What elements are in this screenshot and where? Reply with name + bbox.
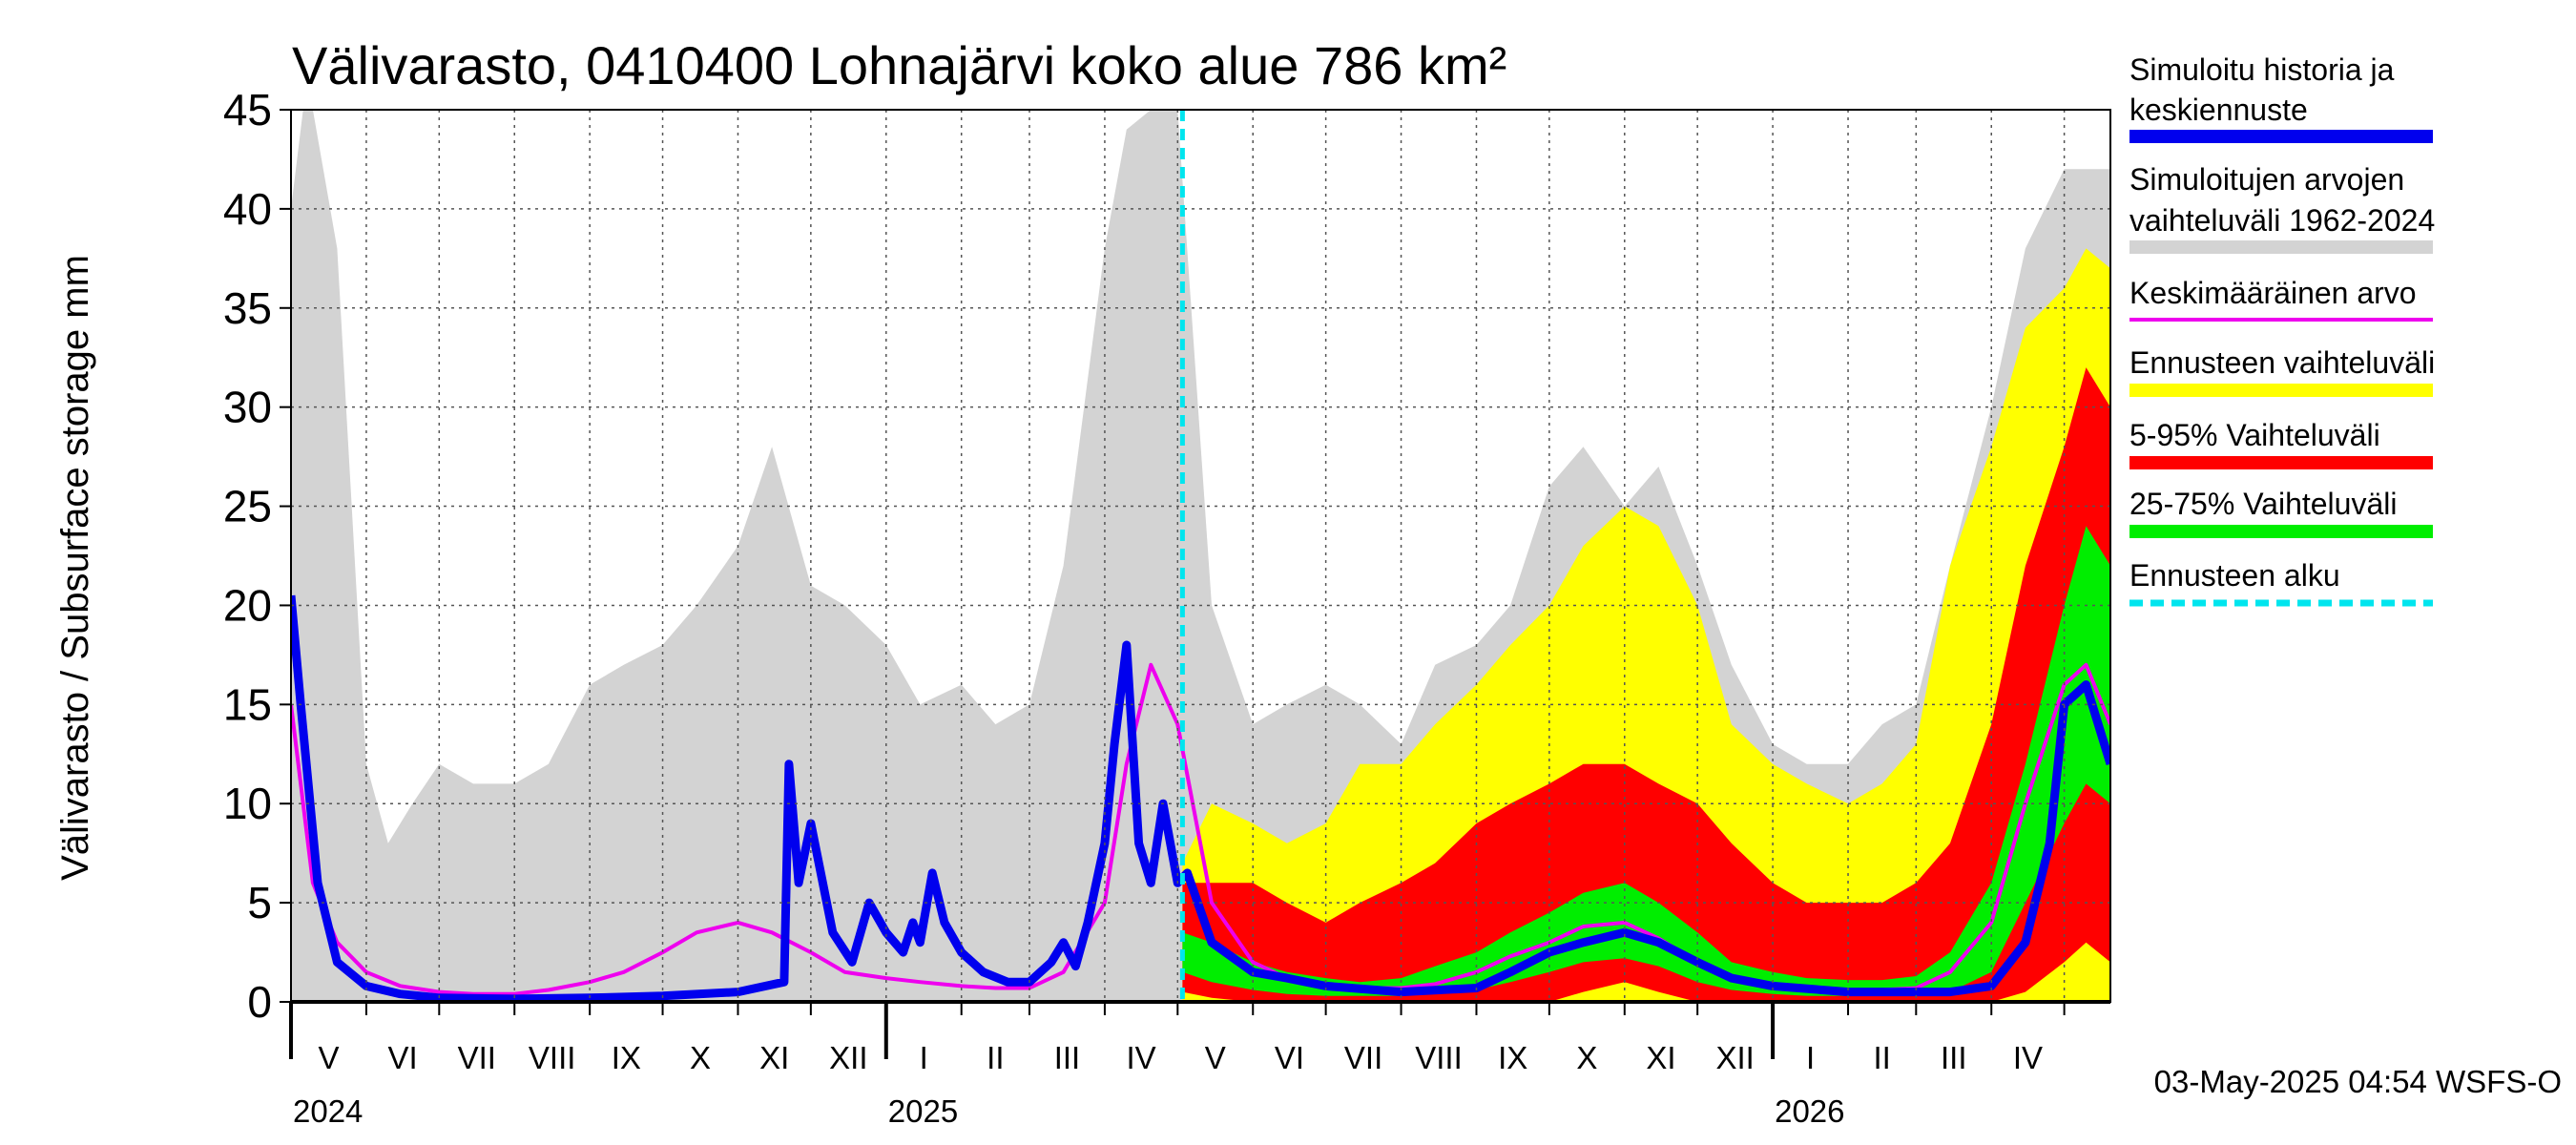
month-label: IX — [612, 1040, 641, 1075]
chart-title: Välivarasto, 0410400 Lohnajärvi koko alu… — [292, 35, 1506, 95]
y-tick-label: 35 — [223, 283, 272, 333]
legend-label: keskiennuste — [2129, 93, 2308, 127]
year-label: 2025 — [888, 1093, 958, 1129]
y-axis-label: Välivarasto / Subsurface storage mm — [54, 255, 96, 881]
year-label: 2026 — [1775, 1093, 1844, 1129]
y-tick-label: 30 — [223, 383, 272, 432]
band-ennusteen-vaihteluv-li — [1182, 248, 2110, 1002]
series-group — [291, 110, 2110, 1002]
month-label: V — [1205, 1040, 1226, 1075]
y-tick-label: 25 — [223, 482, 272, 531]
legend-label: 25-75% Vaihteluväli — [2129, 487, 2397, 521]
month-label: III — [1054, 1040, 1081, 1075]
legend-label: Simuloitu historia ja — [2129, 52, 2395, 87]
month-label: IV — [2013, 1040, 2043, 1075]
month-label: II — [1873, 1040, 1890, 1075]
band-5-95-vaihteluv-li — [1182, 367, 2110, 1002]
month-label: VII — [1344, 1040, 1382, 1075]
month-label: XI — [759, 1040, 789, 1075]
legend: Simuloitu historia ja keskiennuste Simuloi… — [2129, 52, 2435, 607]
month-label: V — [318, 1040, 339, 1075]
month-label: III — [1941, 1040, 1967, 1075]
month-label: VIII — [529, 1040, 576, 1075]
legend-label: Ennusteen vaihteluväli — [2129, 345, 2435, 380]
month-label: VI — [388, 1040, 418, 1075]
month-label: I — [920, 1040, 928, 1075]
y-tick-label: 10 — [223, 779, 272, 828]
legend-label: Keskimääräinen arvo — [2129, 276, 2417, 310]
month-label: IV — [1127, 1040, 1156, 1075]
month-label: VIII — [1415, 1040, 1463, 1075]
month-label: VII — [458, 1040, 496, 1075]
month-label: X — [690, 1040, 711, 1075]
y-tick-label: 5 — [247, 878, 272, 927]
y-tick-label: 0 — [247, 977, 272, 1027]
timestamp: 03-May-2025 04:54 WSFS-O — [2154, 1064, 2562, 1099]
band-25-75-vaihteluv-li — [1182, 526, 2110, 996]
month-label: VI — [1275, 1040, 1304, 1075]
legend-label: Simuloitujen arvojen — [2129, 162, 2404, 197]
y-tick-label: 45 — [223, 85, 272, 135]
month-label: XII — [829, 1040, 867, 1075]
grid — [291, 110, 2110, 1002]
line-simuloitu-historia-ja-keskiennuste — [291, 594, 2110, 1002]
month-label: I — [1806, 1040, 1815, 1075]
y-tick-label: 15 — [223, 679, 272, 729]
plot-area — [291, 110, 2110, 1002]
y-tick-label: 40 — [223, 184, 272, 234]
year-label: 2024 — [293, 1093, 363, 1129]
legend-label: Ennusteen alku — [2129, 558, 2340, 593]
legend-label: 5-95% Vaihteluväli — [2129, 418, 2380, 452]
month-label: IX — [1498, 1040, 1527, 1075]
legend-label: vaihteluväli 1962-2024 — [2129, 203, 2435, 238]
month-label: II — [987, 1040, 1004, 1075]
month-label: X — [1576, 1040, 1597, 1075]
month-label: XI — [1646, 1040, 1675, 1075]
y-tick-label: 20 — [223, 580, 272, 630]
month-label: XII — [1715, 1040, 1754, 1075]
